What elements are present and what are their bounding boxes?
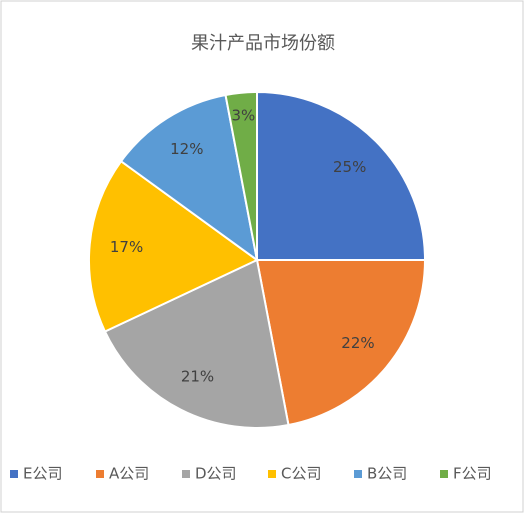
legend-swatch — [440, 470, 448, 478]
pie-slice — [103, 258, 290, 429]
pie-slice — [255, 259, 427, 427]
pie-slice — [88, 159, 259, 333]
data-label: 22% — [341, 334, 374, 352]
pie-slice — [256, 90, 427, 261]
legend-label: B公司 — [367, 465, 407, 483]
data-label: 21% — [181, 367, 214, 385]
chart-title: 果汁产品市场份额 — [191, 33, 335, 54]
legend-swatch — [268, 470, 276, 478]
pie-slice — [119, 93, 259, 263]
pie-slice — [224, 90, 258, 261]
legend-label: D公司 — [195, 465, 237, 483]
legend-label: E公司 — [23, 465, 62, 483]
legend-label: C公司 — [281, 465, 321, 483]
legend-swatch — [182, 470, 190, 478]
legend-label: F公司 — [453, 465, 492, 483]
data-label: 25% — [333, 158, 366, 176]
data-label: 12% — [170, 140, 203, 158]
legend-swatch — [10, 470, 18, 478]
legend-swatch — [354, 470, 362, 478]
data-label: 3% — [232, 107, 256, 125]
data-label: 17% — [110, 238, 143, 256]
legend-label: A公司 — [109, 465, 149, 483]
legend-swatch — [96, 470, 104, 478]
